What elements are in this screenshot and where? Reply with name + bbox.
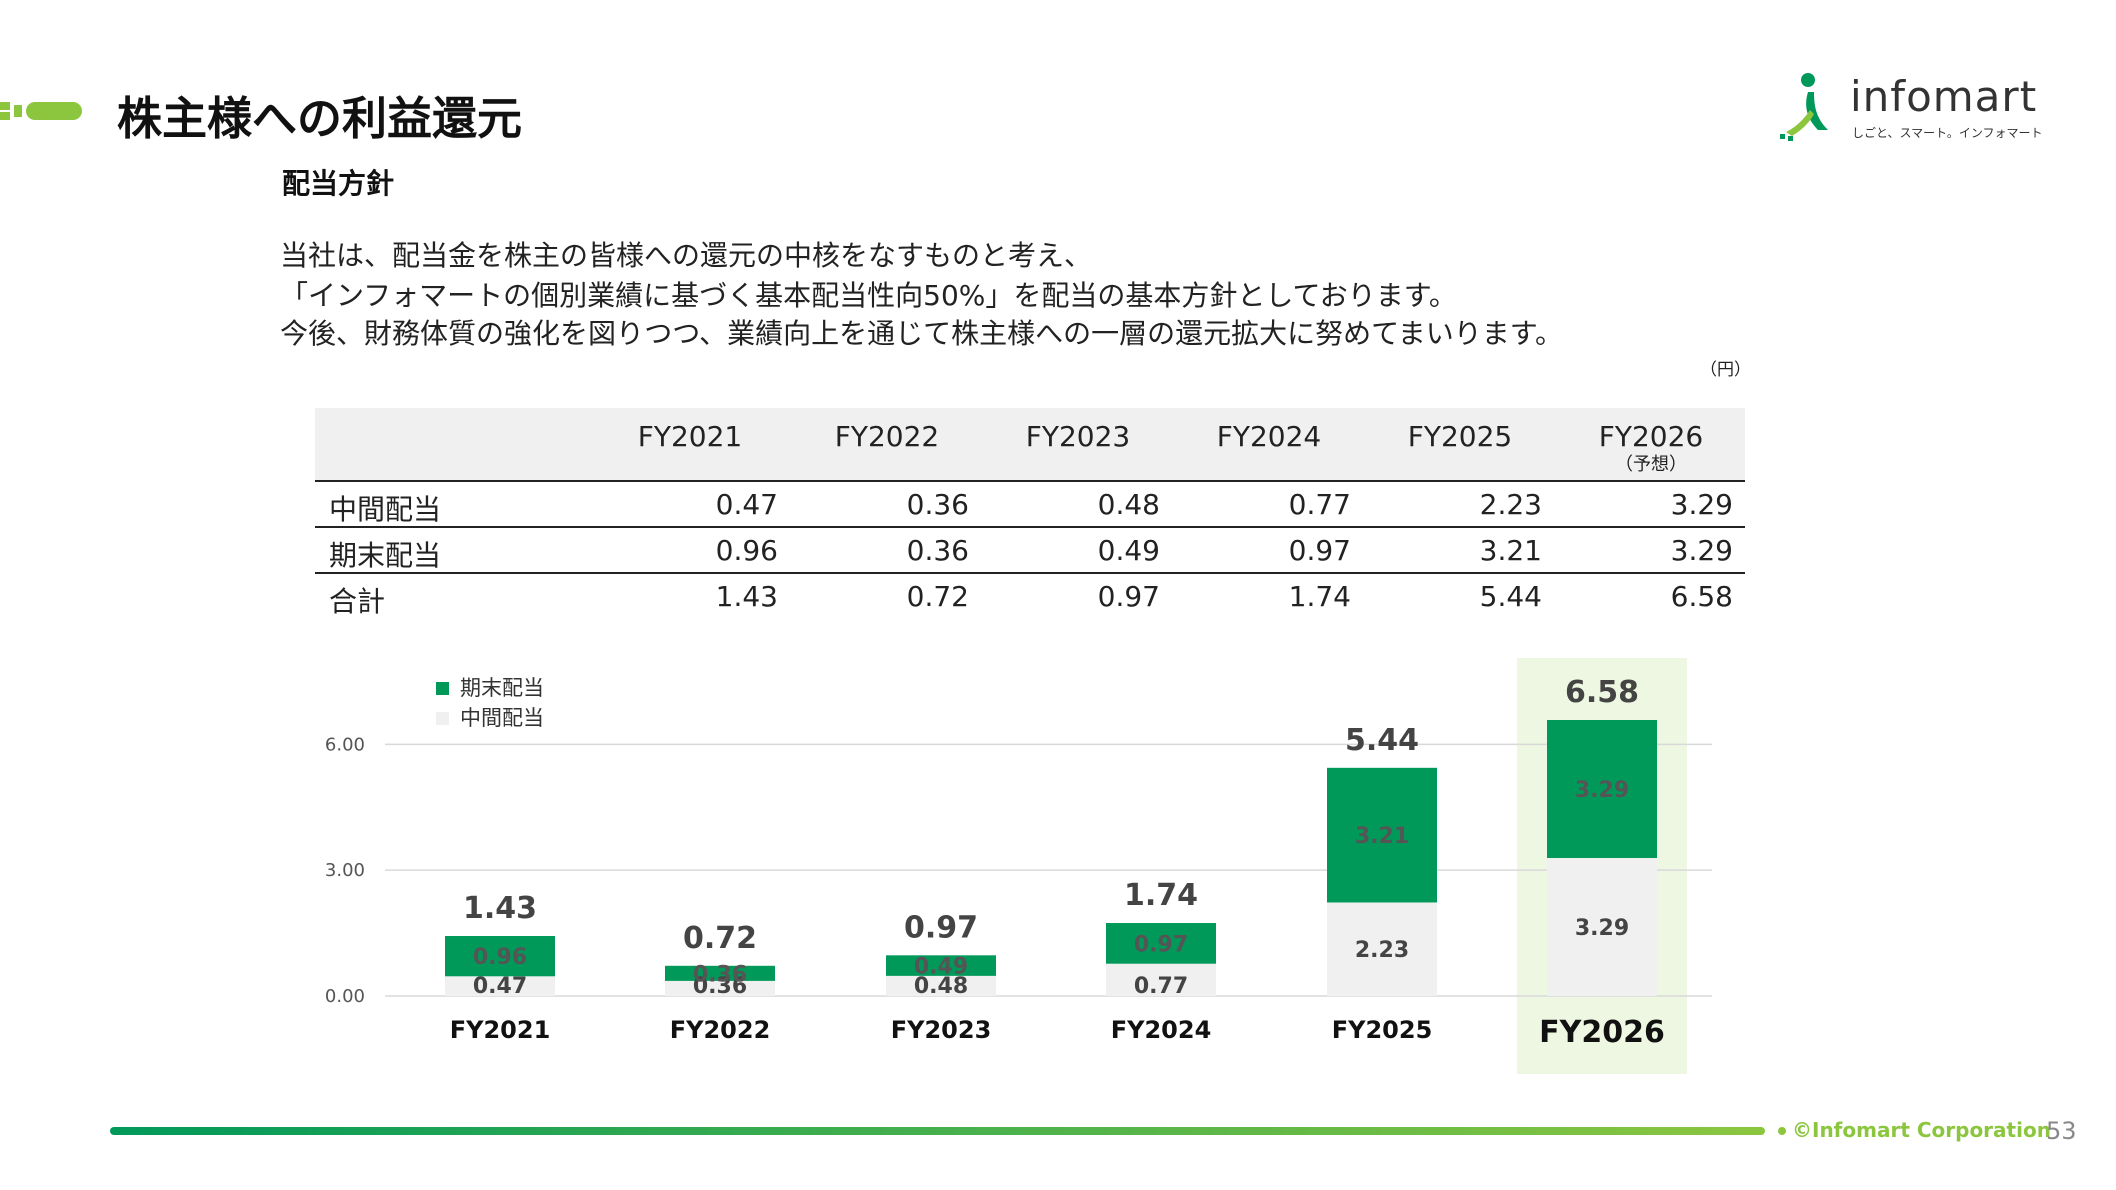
table-cell: 2.23 [1479, 488, 1542, 521]
data-label-interim: 2.23 [1355, 938, 1409, 963]
table-cell: 3.29 [1670, 534, 1733, 567]
data-label-interim: 0.47 [473, 974, 527, 999]
logo-wordmark: infomart [1850, 72, 2038, 121]
table-cell: 0.77 [1288, 488, 1351, 521]
policy-line-2: 「インフォマートの個別業績に基づく基本配当性向50%」を配当の基本方針としており… [280, 279, 1457, 312]
bar-yearend [445, 936, 555, 977]
data-label-total: 0.72 [683, 921, 757, 956]
data-label-total: 5.44 [1345, 723, 1419, 758]
y-tick-label: 6.00 [325, 734, 365, 755]
bar-interim [445, 976, 555, 996]
table-header-fy2024: FY2024 [1216, 420, 1322, 453]
table-cell: 5.44 [1479, 580, 1542, 613]
table-cell: 1.74 [1288, 580, 1351, 613]
table-cell: 3.21 [1479, 534, 1542, 567]
data-label-interim: 0.48 [914, 974, 968, 999]
bar-yearend [1106, 923, 1216, 964]
table-header-fy2026: FY2026 [1598, 420, 1704, 453]
table-row-total: 合計 1.43 0.72 0.97 1.74 5.44 6.58 [315, 574, 1745, 618]
footer-gradient-line [110, 1127, 1786, 1135]
data-label-total: 1.43 [463, 891, 537, 926]
data-label-interim: 0.77 [1134, 974, 1188, 999]
table-cell: 0.48 [1097, 488, 1160, 521]
table-row-interim: 中間配当 0.47 0.36 0.48 0.77 2.23 3.29 [315, 482, 1745, 528]
data-label-interim: 3.29 [1575, 916, 1629, 941]
table-cell: 6.58 [1670, 580, 1733, 613]
data-label-total: 6.58 [1565, 675, 1639, 710]
data-label-yearend: 3.21 [1355, 824, 1409, 849]
table-cell: 3.29 [1670, 488, 1733, 521]
bar-interim [1547, 858, 1657, 996]
table-cell: 0.49 [1097, 534, 1160, 567]
bar-yearend [886, 955, 996, 976]
table-header-fy2022: FY2022 [834, 420, 940, 453]
data-label-yearend: 0.49 [914, 955, 968, 980]
y-tick-label: 3.00 [325, 860, 365, 881]
dividend-chart: 0.00 3.00 6.00 0.47 0.96 1.43 FY2021 0.360.36 0.… [325, 658, 1712, 1074]
data-label-yearend: 0.97 [1134, 932, 1188, 957]
table-cell: 1.43 [715, 580, 778, 613]
table-cell: 0.97 [1288, 534, 1351, 567]
table-row-yearend: 期末配当 0.96 0.36 0.49 0.97 3.21 3.29 [315, 528, 1745, 574]
table-cell: 0.97 [1097, 580, 1160, 613]
logo-tagline: しごと、スマート。インフォマート [1852, 126, 2043, 140]
table-header-fy2021: FY2021 [637, 420, 743, 453]
legend-swatch [436, 682, 449, 695]
table-cell: 0.36 [906, 534, 969, 567]
legend-swatch [436, 712, 449, 725]
bar-interim [1106, 963, 1216, 996]
data-label-interim: 0.36 [693, 974, 747, 999]
table-cell: 0.72 [906, 580, 969, 613]
x-tick-label: FY2023 [891, 1016, 992, 1044]
unit-label: （円） [1700, 360, 1751, 380]
data-label-yearend: 3.29 [1575, 778, 1629, 803]
table-header-row: FY2021 FY2022 FY2023 FY2024 FY2025 FY202… [315, 408, 1745, 482]
bar-interim [1327, 902, 1437, 996]
data-label-total: 1.74 [1124, 878, 1198, 913]
page-number: 53 [2046, 1117, 2077, 1145]
policy-line-3: 今後、財務体質の強化を図りつつ、業績向上を通じて株主様への一層の還元拡大に努めて… [280, 317, 1563, 350]
policy-line-1: 当社は、配当金を株主の皆様への還元の中核をなすものと考え、 [280, 239, 1093, 272]
header-accent-bar [0, 102, 82, 120]
bar-interim [886, 975, 996, 996]
y-tick-label: 0.00 [325, 986, 365, 1007]
section-title: 配当方針 [282, 167, 395, 200]
table-cell: 0.36 [906, 488, 969, 521]
infomart-logo: infomart しごと、スマート。インフォマート [1780, 70, 2043, 145]
x-tick-label: FY2026 [1539, 1015, 1665, 1050]
bar-yearend [1327, 767, 1437, 903]
row-label: 中間配当 [329, 493, 442, 526]
row-label: 期末配当 [329, 539, 442, 572]
table-cell: 0.47 [715, 488, 778, 521]
legend-label: 中間配当 [460, 706, 544, 730]
page-title: 株主様への利益還元 [117, 92, 523, 145]
logo-mark-icon [1780, 73, 1828, 141]
data-label-yearend: 0.96 [473, 945, 527, 970]
row-label: 合計 [329, 585, 386, 618]
bar-yearend [1547, 720, 1657, 858]
table-cell: 0.96 [715, 534, 778, 567]
footer-copyright: ©Infomart Corporation [1792, 1118, 2051, 1142]
table-header-fy2023: FY2023 [1025, 420, 1131, 453]
table-header-fy2025: FY2025 [1407, 420, 1513, 453]
bar-yearend [665, 965, 775, 981]
legend-label: 期末配当 [460, 676, 544, 700]
data-label-yearend: 0.36 [693, 962, 747, 987]
x-tick-label: FY2022 [670, 1016, 771, 1044]
forecast-note: （予想） [1615, 454, 1687, 475]
x-tick-label: FY2021 [450, 1016, 551, 1044]
x-tick-label: FY2025 [1332, 1016, 1433, 1044]
bar-interim [665, 980, 775, 996]
x-tick-label: FY2024 [1111, 1016, 1212, 1044]
data-label-total: 0.97 [904, 910, 978, 945]
